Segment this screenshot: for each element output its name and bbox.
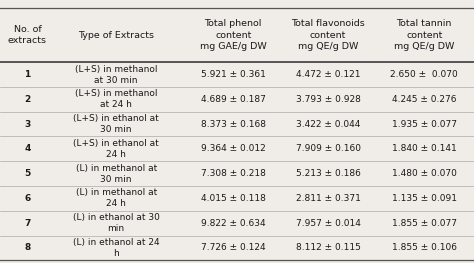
Text: (L) in ethanol at 24
h: (L) in ethanol at 24 h (73, 238, 159, 258)
Text: 1.855 ± 0.106: 1.855 ± 0.106 (392, 244, 457, 252)
Text: 1: 1 (24, 70, 31, 79)
Text: 4.015 ± 0.118: 4.015 ± 0.118 (201, 194, 265, 203)
Text: 4.689 ± 0.187: 4.689 ± 0.187 (201, 95, 265, 104)
Text: 4.472 ± 0.121: 4.472 ± 0.121 (296, 70, 360, 79)
Text: Type of Extracts: Type of Extracts (78, 31, 154, 39)
Text: 1.840 ± 0.141: 1.840 ± 0.141 (392, 144, 456, 153)
Text: (L) in methanol at
24 h: (L) in methanol at 24 h (75, 188, 157, 209)
Text: 7.909 ± 0.160: 7.909 ± 0.160 (295, 144, 361, 153)
Text: 5: 5 (24, 169, 31, 178)
Text: 2.650 ±  0.070: 2.650 ± 0.070 (391, 70, 458, 79)
Text: 1.480 ± 0.070: 1.480 ± 0.070 (392, 169, 456, 178)
Text: Total flavonoids
content
mg QE/g DW: Total flavonoids content mg QE/g DW (291, 19, 365, 51)
Text: 3.793 ± 0.928: 3.793 ± 0.928 (296, 95, 360, 104)
Text: (L) in ethanol at 30
min: (L) in ethanol at 30 min (73, 213, 160, 233)
Text: 3: 3 (24, 120, 31, 129)
Text: 1.935 ± 0.077: 1.935 ± 0.077 (392, 120, 457, 129)
Text: 4: 4 (24, 144, 31, 153)
Text: 2: 2 (24, 95, 31, 104)
Text: (L+S) in methanol
at 24 h: (L+S) in methanol at 24 h (75, 89, 157, 109)
Text: No. of
extracts: No. of extracts (8, 25, 47, 45)
Text: 7.957 ± 0.014: 7.957 ± 0.014 (296, 219, 360, 228)
Text: (L+S) in methanol
at 30 min: (L+S) in methanol at 30 min (75, 64, 157, 85)
Text: 7.726 ± 0.124: 7.726 ± 0.124 (201, 244, 265, 252)
Text: 3.422 ± 0.044: 3.422 ± 0.044 (296, 120, 360, 129)
Text: 6: 6 (24, 194, 31, 203)
Text: 8.373 ± 0.168: 8.373 ± 0.168 (201, 120, 266, 129)
Text: 1.135 ± 0.091: 1.135 ± 0.091 (392, 194, 457, 203)
Text: 8.112 ± 0.115: 8.112 ± 0.115 (296, 244, 360, 252)
Text: 9.822 ± 0.634: 9.822 ± 0.634 (201, 219, 265, 228)
Text: 5.921 ± 0.361: 5.921 ± 0.361 (201, 70, 265, 79)
Text: (L+S) in ethanol at
30 min: (L+S) in ethanol at 30 min (73, 114, 159, 134)
Text: (L+S) in ethanol at
24 h: (L+S) in ethanol at 24 h (73, 139, 159, 159)
Text: 7.308 ± 0.218: 7.308 ± 0.218 (201, 169, 265, 178)
Text: 7: 7 (24, 219, 31, 228)
Text: 2.811 ± 0.371: 2.811 ± 0.371 (296, 194, 360, 203)
Text: 1.855 ± 0.077: 1.855 ± 0.077 (392, 219, 457, 228)
Text: 8: 8 (24, 244, 31, 252)
Text: Total tannin
content
mg QE/g DW: Total tannin content mg QE/g DW (394, 19, 455, 51)
Text: 4.245 ± 0.276: 4.245 ± 0.276 (392, 95, 456, 104)
Text: (L) in methanol at
30 min: (L) in methanol at 30 min (75, 164, 157, 184)
Text: 9.364 ± 0.012: 9.364 ± 0.012 (201, 144, 265, 153)
Text: 5.213 ± 0.186: 5.213 ± 0.186 (296, 169, 360, 178)
Text: Total phenol
content
mg GAE/g DW: Total phenol content mg GAE/g DW (200, 19, 266, 51)
